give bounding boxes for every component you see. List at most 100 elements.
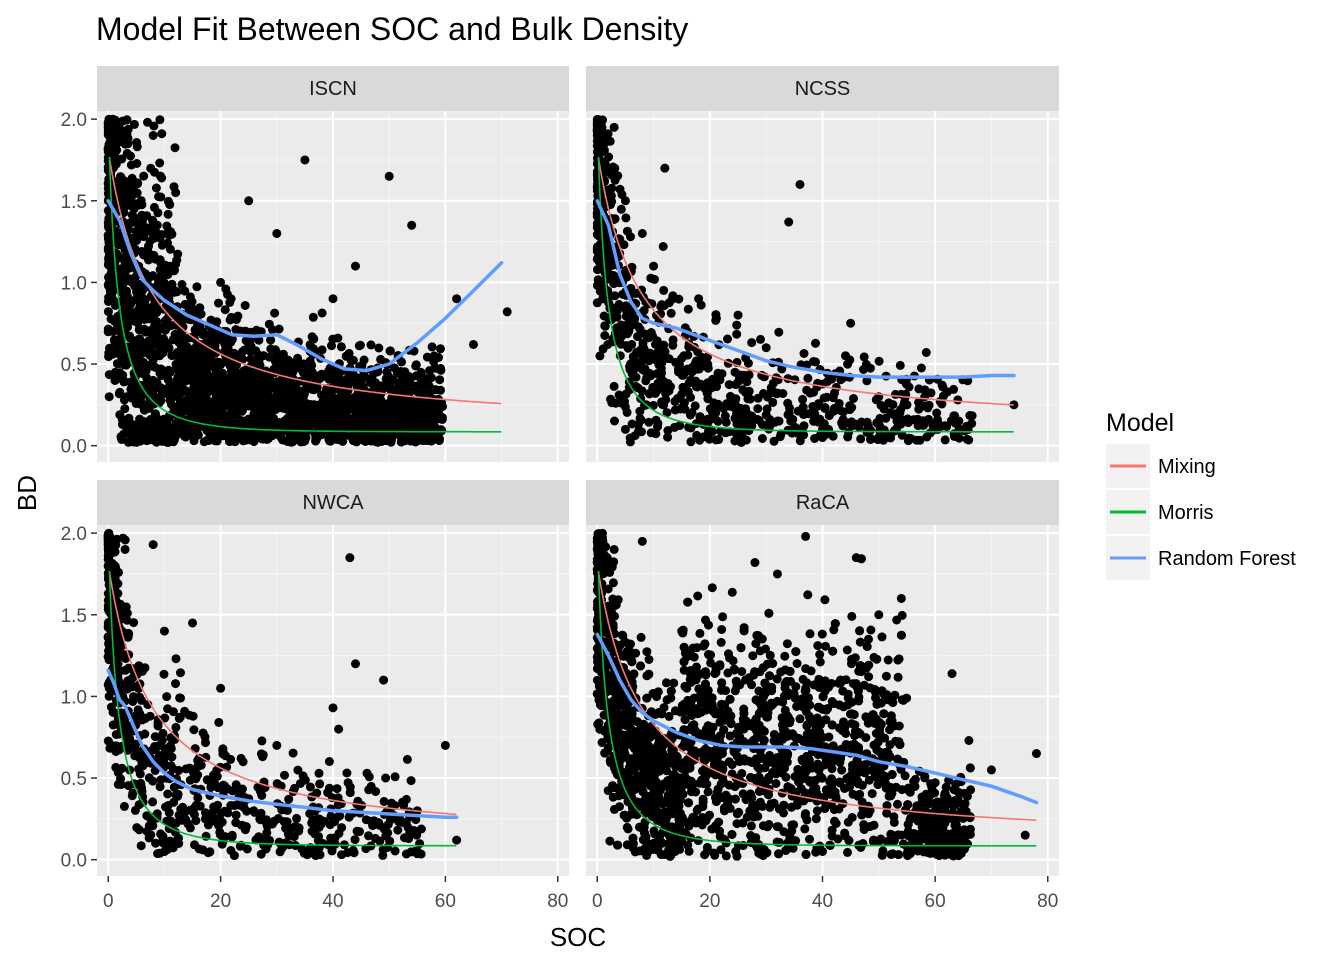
- data-point: [260, 432, 270, 442]
- data-point: [358, 418, 368, 428]
- data-point: [105, 270, 115, 280]
- data-point: [230, 411, 240, 421]
- data-point: [618, 289, 628, 299]
- data-point: [953, 395, 963, 405]
- data-point: [412, 830, 422, 840]
- data-point: [209, 802, 219, 812]
- data-point: [148, 776, 158, 786]
- data-point: [175, 693, 185, 703]
- data-point: [235, 841, 245, 851]
- data-point: [167, 351, 177, 361]
- data-point: [799, 430, 809, 440]
- data-point: [135, 324, 145, 334]
- data-point: [874, 356, 884, 366]
- data-point: [171, 654, 181, 664]
- data-point: [135, 769, 145, 779]
- data-point: [133, 779, 143, 789]
- data-point: [350, 424, 360, 434]
- data-point: [279, 817, 289, 826]
- data-point: [732, 402, 742, 412]
- data-point: [820, 404, 830, 414]
- data-point: [195, 390, 205, 400]
- data-point: [939, 391, 948, 401]
- data-point: [156, 775, 166, 785]
- data-point: [795, 179, 805, 189]
- data-point: [189, 810, 199, 819]
- data-point: [332, 784, 342, 794]
- data-point: [344, 371, 354, 381]
- data-point: [411, 361, 421, 371]
- data-point: [190, 380, 199, 390]
- data-point: [741, 435, 751, 445]
- data-point: [166, 306, 176, 316]
- data-point: [713, 368, 723, 378]
- data-point: [356, 408, 366, 418]
- data-point: [288, 748, 298, 758]
- data-point: [247, 384, 257, 394]
- y-tick-label: 1.0: [61, 687, 87, 708]
- data-point: [609, 381, 619, 391]
- data-point: [600, 321, 610, 331]
- data-point: [862, 376, 872, 386]
- data-point: [111, 159, 121, 169]
- data-point: [401, 375, 411, 385]
- data-point: [834, 399, 844, 408]
- data-point: [261, 397, 271, 407]
- data-point: [422, 352, 432, 362]
- data-point: [723, 334, 732, 344]
- data-point: [238, 757, 248, 767]
- data-point: [120, 272, 130, 282]
- data-point: [401, 849, 411, 859]
- data-point: [237, 406, 247, 416]
- data-point: [366, 340, 376, 350]
- data-point: [195, 322, 205, 332]
- data-point: [738, 385, 748, 395]
- data-point: [861, 359, 871, 369]
- data-point: [919, 401, 929, 411]
- data-point: [614, 390, 624, 400]
- data-point: [937, 399, 947, 409]
- data-point: [370, 833, 380, 843]
- data-point: [326, 811, 336, 821]
- data-point: [179, 810, 189, 820]
- data-point: [134, 825, 144, 835]
- data-point: [148, 540, 158, 550]
- data-point: [692, 430, 702, 440]
- data-point: [279, 356, 289, 365]
- data-point: [125, 681, 135, 691]
- data-point: [168, 843, 178, 853]
- data-point: [122, 148, 132, 158]
- data-point: [406, 776, 416, 786]
- y-tick-label: 1.0: [61, 273, 87, 294]
- data-point: [251, 835, 261, 845]
- data-point: [343, 778, 353, 788]
- data-point: [379, 797, 389, 806]
- data-point: [652, 386, 662, 396]
- data-point: [636, 415, 646, 425]
- data-point: [294, 404, 304, 414]
- data-point: [104, 223, 114, 233]
- data-point: [262, 828, 272, 838]
- data-point: [803, 373, 813, 383]
- data-point: [818, 433, 827, 443]
- data-point: [328, 703, 338, 713]
- data-point: [402, 754, 412, 764]
- data-point: [593, 183, 603, 193]
- strip-label: NWCA: [302, 492, 364, 514]
- data-point: [385, 346, 395, 356]
- data-point: [238, 821, 248, 831]
- data-point: [251, 346, 261, 356]
- data-point: [417, 414, 427, 424]
- data-point: [145, 711, 155, 721]
- data-point: [225, 315, 235, 325]
- data-point: [600, 162, 610, 172]
- data-point: [118, 533, 128, 543]
- data-point: [207, 339, 217, 349]
- data-point: [192, 282, 202, 292]
- data-point: [648, 400, 658, 410]
- data-point: [350, 835, 360, 845]
- data-point: [720, 411, 730, 421]
- data-point: [914, 384, 924, 394]
- data-point: [662, 408, 672, 418]
- data-point: [703, 394, 713, 404]
